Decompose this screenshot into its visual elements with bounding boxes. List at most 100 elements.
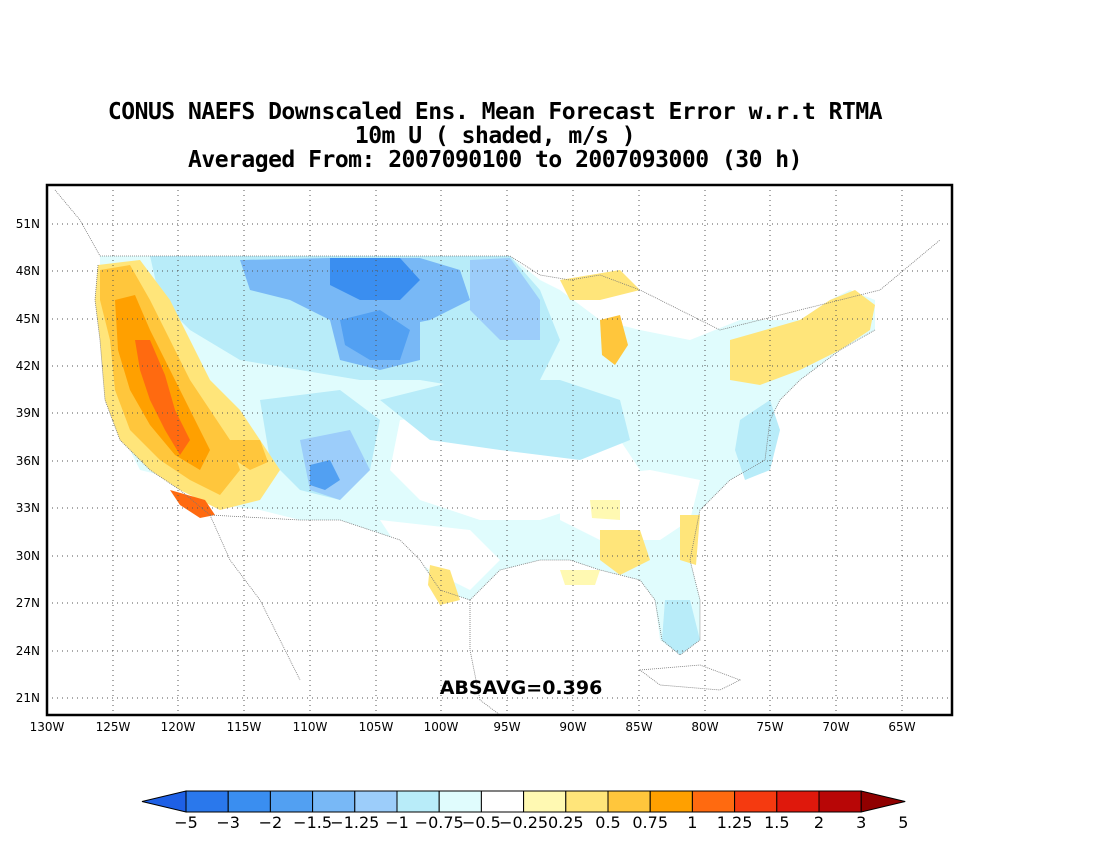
colorbar-swatch [734,790,778,813]
lat-label: 51N [16,217,40,231]
lat-label: 39N [16,406,40,420]
colorbar-tick-label: −1.25 [330,813,379,832]
shaded-field [95,256,875,655]
title-line-2: 10m U ( shaded, m/s ) [354,123,636,149]
colorbar-tick-label: −0.25 [499,813,548,832]
warm-carolina [680,515,700,565]
gulf-coast-line [469,329,876,656]
colorbar-swatch [480,790,525,813]
mexico-border [209,514,471,601]
colorbar-swatch [649,790,693,813]
colorbar-tick-label: −0.5 [462,813,501,832]
colorbar-swatch [607,790,651,813]
red-west-coast [135,340,190,455]
lat-label: 42N [16,359,40,373]
lon-label: 100W [424,720,459,734]
warm-texas-coast [428,565,460,605]
dark-blue-core-south [310,460,340,490]
colorbar-tick-label: 3 [856,813,866,832]
colorbar [141,790,906,813]
lon-label: 115W [227,720,262,734]
colorbar-swatch [312,790,356,813]
lon-label: 80W [691,720,718,734]
colorbar-swatch [227,790,271,813]
lon-label: 130W [30,720,65,734]
dark-blue-core-central [340,310,410,360]
colorbar-swatch [185,790,229,813]
lon-label: 75W [756,720,783,734]
colorbar-tick-label: −3 [216,813,240,832]
warm-gulf-coast [600,530,650,575]
warm-louisiana [560,570,600,585]
neutral-area-texas [380,520,500,590]
light-blue-florida [662,600,700,655]
colorbar-tick-label: 0.5 [595,813,620,832]
title-line-3: Averaged From: 2007090100 to 2007093000 … [188,147,802,173]
colorbar-tick-label: −5 [174,813,198,832]
lat-label: 36N [16,454,40,468]
warm-northeast [730,290,875,385]
light-blue-east-coast [735,400,780,480]
lon-label: 65W [888,720,915,734]
colorbar-tick-label: 1 [687,813,697,832]
colorbar-swatch [565,790,609,813]
colorbar-low-arrow [141,790,187,813]
lat-label: 30N [16,549,40,563]
lat-label: 27N [16,596,40,610]
lon-label: 70W [822,720,849,734]
colorbar-tick-label: 5 [898,813,908,832]
colorbar-tick-label: 2 [814,813,824,832]
lon-label: 120W [161,720,196,734]
neutral-area-southeast [560,470,700,540]
colorbar-tick-label: −1.5 [293,813,332,832]
lon-label: 110W [293,720,328,734]
colorbar-swatch [776,790,820,813]
warm-georgia [590,500,620,520]
dark-blue-core-north [330,258,420,300]
colorbar-tick-label: −2 [259,813,283,832]
lon-label: 105W [359,720,394,734]
lat-label: 21N [16,691,40,705]
colorbar-swatch [396,790,440,813]
colorbar-tick-label: −1 [385,813,409,832]
colorbar-swatch [818,790,862,813]
figure-title: CONUS NAEFS Downscaled Ens. Mean Forecas… [0,100,990,172]
grid-lines [47,185,952,715]
alaska-canada-line [54,189,101,257]
absavg-annotation: ABSAVG=0.396 [440,677,603,699]
colorbar-swatch [523,790,567,813]
cuba-line [638,664,741,691]
lat-labels: 51N 48N 45N 42N 39N 36N 33N 30N 27N 24N … [16,217,40,705]
colorbar-swatch [269,790,314,813]
baja-line [209,514,301,681]
lon-label: 85W [625,720,652,734]
light-blue-central [380,380,630,460]
mexico-gulf-line [469,600,501,715]
lat-label: 33N [16,501,40,515]
lat-label: 45N [16,312,40,326]
coastlines [54,189,941,715]
title-line-1: CONUS NAEFS Downscaled Ens. Mean Forecas… [107,99,883,125]
lat-label: 24N [16,644,40,658]
colorbar-swatch [691,790,736,813]
lon-label: 95W [493,720,520,734]
colorbar-swatch [354,790,398,813]
lon-labels: 130W 125W 120W 115W 110W 105W 100W 95W 9… [30,720,916,734]
colorbar-labels: −5 −3 −2 −1.5−1.25 −1 −0.75−0.5−0.25 0.25 0.5 0.… [174,813,908,832]
colorbar-tick-label: 0.25 [548,813,584,832]
lon-label: 90W [559,720,586,734]
west-coast-line [94,264,211,516]
colorbar-tick-label: 1.25 [717,813,753,832]
colorbar-tick-label: 0.75 [632,813,668,832]
warm-michigan [600,315,628,365]
colorbar-tick-label: 1.5 [764,813,789,832]
colorbar-swatch [438,790,482,813]
lat-label: 48N [16,264,40,278]
lon-label: 125W [96,720,131,734]
map-frame [45,183,954,717]
colorbar-tick-label: −0.75 [415,813,464,832]
colorbar-high-arrow [860,790,906,813]
red-socal [170,490,215,518]
